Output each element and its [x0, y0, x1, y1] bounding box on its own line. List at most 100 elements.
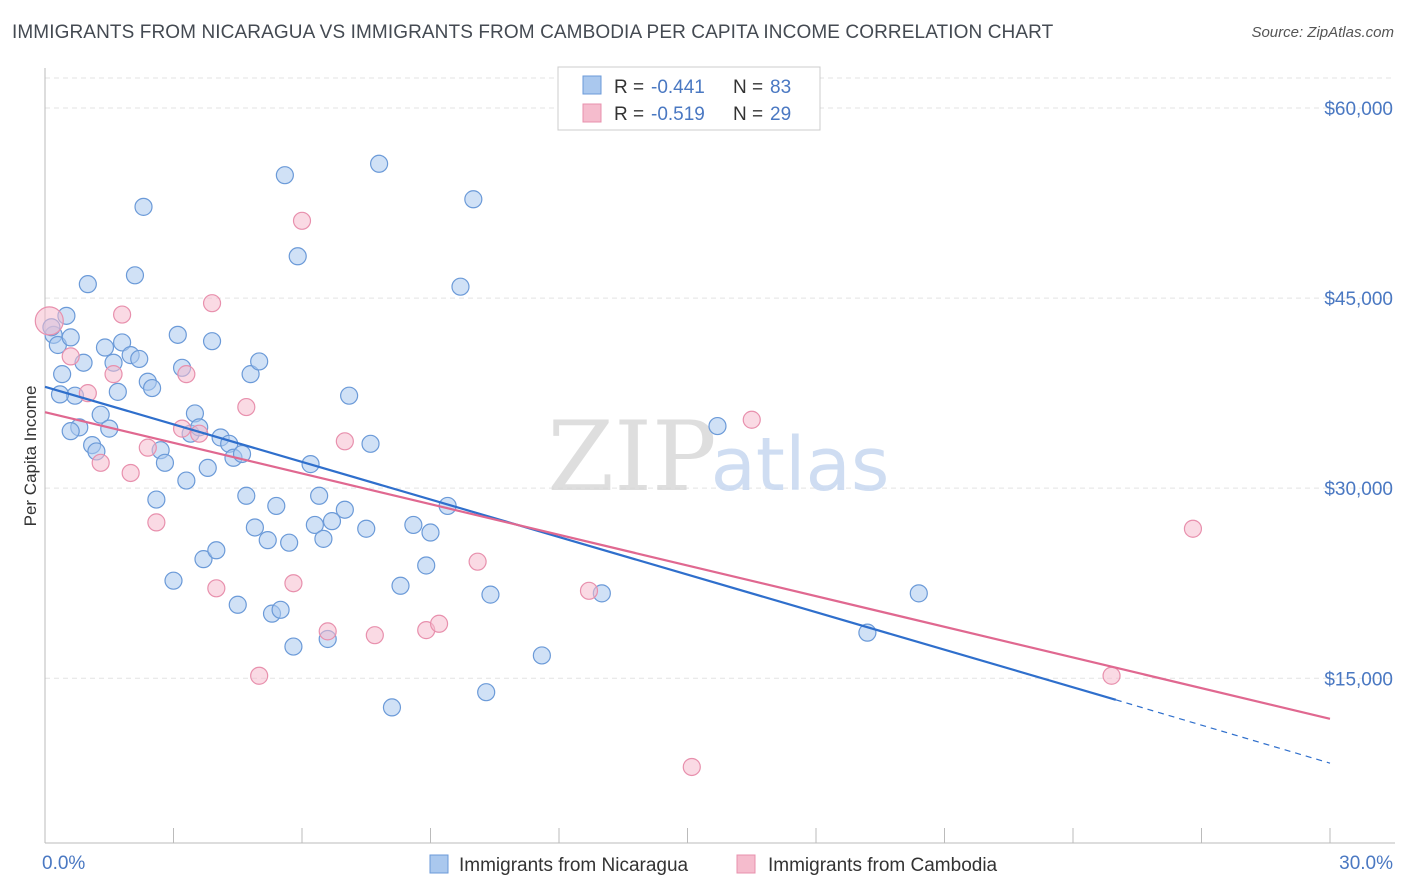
axes — [44, 68, 1395, 844]
cambodia-points — [34, 211, 1203, 777]
nicaragua-point — [370, 154, 389, 173]
nicaragua-point — [194, 550, 213, 569]
nicaragua-point — [310, 486, 329, 505]
nicaragua-point — [314, 529, 333, 548]
cambodia-point — [742, 410, 761, 429]
nicaragua-point — [481, 585, 500, 604]
cambodia-point — [1102, 666, 1121, 685]
legend-r-value-1: -0.441 — [651, 77, 705, 98]
nicaragua-point — [245, 518, 264, 537]
nicaragua-point — [241, 365, 260, 384]
nicaragua-point — [130, 349, 149, 369]
cambodia-point — [202, 294, 222, 313]
chart-title: IMMIGRANTS FROM NICARAGUA VS IMMIGRANTS … — [12, 22, 1054, 43]
nicaragua-point — [421, 523, 440, 542]
nicaragua-point — [198, 458, 217, 478]
nicaragua-point — [147, 490, 166, 509]
nicaragua-point — [361, 434, 380, 453]
legend-r-value-2: -0.519 — [651, 104, 705, 125]
cambodia-point — [468, 552, 487, 571]
legend-n-label-1: N = — [733, 77, 763, 98]
nicaragua-point — [335, 500, 354, 519]
nicaragua-point — [155, 453, 175, 472]
series-legend: Immigrants from Nicaragua Immigrants fro… — [429, 854, 998, 876]
nicaragua-point — [228, 595, 247, 614]
legend-r-label-1: R = — [614, 77, 644, 98]
nicaragua-point — [53, 365, 72, 384]
nicaragua-point — [142, 378, 162, 398]
cambodia-point — [121, 463, 140, 483]
bottom-legend-swatch-cambodia — [736, 854, 756, 874]
nicaragua-point — [708, 416, 727, 436]
nicaragua-point — [61, 422, 80, 441]
bottom-legend-label-cambodia: Immigrants from Cambodia — [768, 855, 998, 876]
nicaragua-point — [404, 515, 423, 535]
y-tick-label-3: $60,000 — [1324, 99, 1393, 120]
cambodia-point — [237, 397, 256, 417]
nicaragua-point — [91, 405, 110, 424]
bottom-legend-swatch-nicaragua — [429, 854, 449, 874]
nicaragua-point — [61, 328, 80, 347]
cambodia-point — [61, 347, 80, 366]
nicaragua-point — [177, 471, 196, 490]
x-tick-label-0: 0.0% — [42, 853, 85, 874]
nicaragua-point — [112, 333, 132, 352]
nicaragua-point — [909, 584, 928, 603]
y-axis-label: Per Capita Income — [21, 386, 40, 527]
cambodia-point — [207, 579, 226, 598]
cambodia-point — [682, 757, 701, 777]
source-credit: Source: ZipAtlas.com — [1251, 24, 1394, 41]
legend-n-label-2: N = — [733, 104, 763, 125]
nicaragua-point — [134, 197, 153, 216]
tick-labels: $15,000 $30,000 $45,000 $60,000 0.0% 30.0% — [42, 99, 1393, 874]
nicaragua-point — [284, 637, 303, 656]
nicaragua-point — [78, 275, 97, 294]
nicaragua-point — [288, 247, 307, 266]
nicaragua-point — [391, 576, 410, 595]
nicaragua-point — [305, 515, 324, 535]
nicaragua-point — [464, 190, 483, 209]
nicaragua-point — [237, 486, 256, 505]
nicaragua-point — [164, 571, 183, 590]
trend-lines — [44, 385, 1331, 764]
nicaragua-trend-extension — [1115, 699, 1331, 764]
nicaragua-point — [95, 338, 115, 357]
cambodia-point — [250, 666, 269, 685]
cambodia-point — [318, 622, 337, 641]
cambodia-point — [292, 211, 312, 230]
cambodia-point — [284, 574, 303, 593]
cambodia-point — [177, 365, 196, 384]
nicaragua-point — [357, 519, 376, 538]
legend-n-value-2: 29 — [770, 104, 791, 125]
legend-swatch-cambodia — [582, 103, 602, 123]
legend-swatch-nicaragua — [582, 75, 602, 95]
cambodia-point — [34, 306, 64, 336]
watermark-atlas: atlas — [711, 422, 890, 508]
nicaragua-point — [250, 352, 269, 371]
nicaragua-point — [108, 382, 127, 401]
nicaragua-point — [340, 386, 359, 405]
nicaragua-point — [168, 325, 187, 344]
watermark-zip: ZIP — [547, 401, 716, 513]
legend-n-value-1: 83 — [770, 77, 791, 98]
stats-legend: R = -0.441 N = 83 R = -0.519 N = 29 — [557, 66, 821, 131]
cambodia-point — [429, 614, 449, 633]
y-tick-label-1: $30,000 — [1324, 479, 1393, 500]
nicaragua-point — [275, 166, 294, 185]
nicaragua-point — [258, 531, 277, 550]
nicaragua-point — [322, 512, 342, 531]
nicaragua-point — [382, 698, 402, 717]
cambodia-point — [335, 432, 354, 451]
nicaragua-point — [477, 683, 496, 702]
nicaragua-point — [125, 266, 145, 285]
x-tick-label-1: 30.0% — [1339, 853, 1393, 874]
y-tick-label-2: $45,000 — [1324, 289, 1393, 310]
cambodia-point — [104, 365, 123, 384]
cambodia-point — [147, 513, 166, 532]
cambodia-point — [1183, 519, 1203, 538]
nicaragua-point — [417, 556, 436, 575]
nicaragua-point — [207, 541, 226, 560]
nicaragua-point — [532, 646, 551, 665]
legend-r-label-2: R = — [614, 104, 644, 125]
cambodia-point — [365, 626, 384, 645]
